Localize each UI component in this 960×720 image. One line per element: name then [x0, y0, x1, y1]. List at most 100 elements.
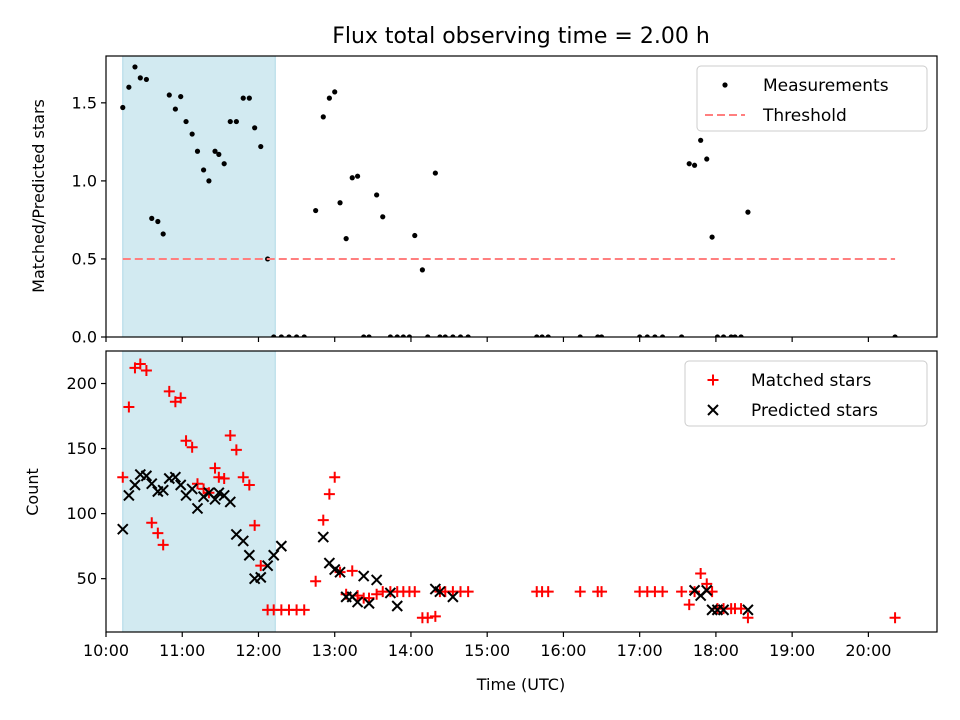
xtick-label: 12:00	[235, 641, 281, 660]
measurement-point	[240, 95, 246, 101]
predicted-star-point	[243, 549, 256, 561]
predicted-star-point	[157, 484, 169, 496]
matched-star-point	[230, 444, 242, 456]
matched-star-point	[298, 604, 310, 616]
matched-star-point	[422, 612, 434, 624]
matched-star-point	[175, 392, 187, 404]
xtick-label: 20:00	[845, 641, 891, 660]
matched-star-point	[317, 514, 329, 526]
measurement-point	[720, 334, 727, 337]
top-legend-box	[696, 65, 928, 132]
measurement-point	[387, 334, 393, 337]
matched-star-point	[310, 575, 322, 587]
matched-star-point	[574, 586, 586, 598]
predicted-star-point	[117, 523, 129, 535]
top-data	[120, 64, 898, 337]
legend-label: Predicted stars	[751, 401, 878, 421]
matched-star-point	[695, 567, 707, 579]
predicted-star-point	[317, 531, 329, 543]
top-axes-frame	[105, 55, 938, 338]
measurement-point	[172, 106, 178, 112]
measurement-point	[732, 334, 738, 337]
measurement-point	[437, 334, 443, 337]
measurement-point	[326, 95, 332, 101]
bottom-ylabel: Count	[23, 468, 42, 516]
matched-star-point	[224, 430, 236, 442]
predicted-star-point	[123, 489, 135, 502]
measurement-point	[200, 167, 207, 173]
matched-star-point	[134, 358, 146, 370]
top-ytick-label: 1.0	[72, 171, 97, 190]
matched-star-point	[249, 519, 261, 531]
matched-star-point	[186, 441, 198, 453]
predicted-star-point	[237, 535, 249, 547]
predicted-star-point	[351, 596, 364, 608]
matched-star-point	[409, 586, 421, 598]
legend-predicted-marker	[707, 404, 719, 416]
measurement-point	[343, 236, 349, 242]
predicted-star-point	[447, 591, 459, 603]
bottom-ytick-label: 100	[66, 504, 97, 523]
measurement-point	[246, 95, 252, 101]
measurement-point	[221, 161, 227, 167]
measurement-point	[400, 334, 406, 337]
matched-star-point	[140, 365, 152, 377]
predicted-star-point	[701, 584, 713, 597]
predicted-star-point	[175, 479, 187, 491]
measurement-point	[465, 334, 471, 337]
measurement-point	[892, 334, 898, 337]
measurement-point	[143, 76, 150, 83]
predicted-star-point	[275, 540, 288, 552]
matched-star-point	[329, 471, 341, 483]
predicted-star-point	[224, 496, 236, 508]
measurement-point	[412, 232, 418, 239]
matched-star-point	[683, 599, 695, 611]
measurement-point	[278, 334, 284, 337]
measurement-point	[252, 125, 258, 131]
matched-star-point	[323, 488, 335, 500]
bottom-ytick-label: 50	[77, 569, 97, 588]
measurement-point	[349, 175, 355, 181]
matched-star-point	[209, 462, 221, 474]
predicted-star-point	[191, 502, 204, 515]
matched-star-point	[429, 610, 441, 622]
measurement-point	[227, 118, 233, 125]
predicted-star-point	[717, 604, 730, 616]
measurement-point	[709, 234, 715, 240]
matched-star-point	[123, 401, 135, 413]
measurement-point	[419, 267, 425, 273]
measurement-point	[394, 334, 400, 337]
matched-star-point	[163, 385, 175, 397]
xtick-label: 11:00	[159, 641, 205, 660]
measurement-point	[293, 334, 300, 337]
measurement-point	[598, 334, 605, 337]
predicted-star-point	[255, 571, 267, 584]
predicted-star-point	[384, 587, 397, 599]
measurement-point	[194, 148, 201, 154]
xtick-label: 17:00	[617, 641, 663, 660]
matched-star-point	[889, 612, 901, 624]
predicted-star-point	[357, 570, 370, 582]
xtick-label: 16:00	[540, 641, 586, 660]
matched-star-point	[255, 560, 267, 572]
measurement-point	[691, 162, 698, 168]
bottom-legend-box	[684, 360, 928, 427]
measurement-point	[577, 334, 583, 337]
measurement-point	[160, 231, 166, 237]
predicted-star-point	[186, 483, 198, 495]
matched-star-point	[146, 517, 158, 529]
measurement-point	[637, 334, 643, 337]
measurement-point	[258, 143, 264, 150]
measurement-point	[644, 334, 650, 337]
top-ylabel: Matched/Predicted stars	[29, 99, 48, 293]
predicted-star-point	[169, 471, 182, 483]
measurement-point	[698, 137, 704, 143]
xtick-label: 10:00	[83, 641, 129, 660]
bottom-data	[117, 358, 901, 624]
bottom-xlabel: Time (UTC)	[476, 675, 565, 694]
legend-label: Threshold	[762, 106, 847, 126]
predicted-star-point	[434, 585, 446, 598]
matched-star-point	[180, 435, 192, 447]
predicted-star-point	[391, 600, 403, 612]
